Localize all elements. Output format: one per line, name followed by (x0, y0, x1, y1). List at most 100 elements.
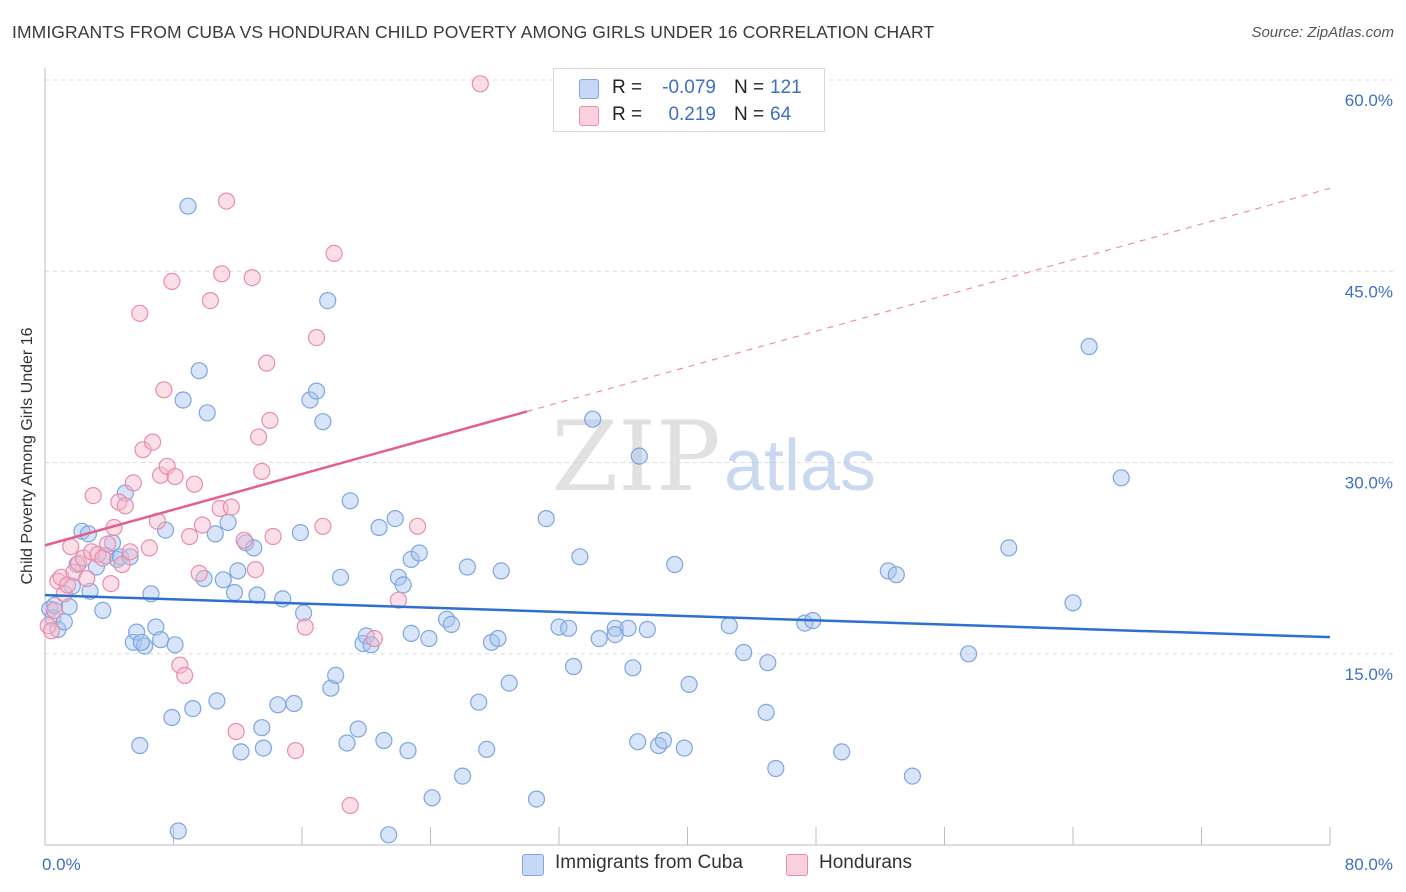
data-point (70, 554, 88, 572)
data-point (341, 796, 359, 815)
data-point (39, 617, 57, 635)
data-point (478, 740, 496, 759)
data-point (389, 591, 407, 609)
data-point (144, 433, 162, 451)
data-point (767, 759, 785, 778)
data-point (55, 585, 73, 603)
trend-line-cuba (44, 593, 1331, 639)
data-point (140, 539, 158, 557)
data-point (654, 731, 673, 750)
data-point (206, 525, 224, 543)
data-point (87, 558, 106, 576)
data-point (235, 531, 253, 549)
data-point (264, 527, 282, 546)
data-point (78, 569, 96, 588)
data-point (269, 696, 287, 714)
watermark: ZIP atlas (551, 401, 876, 513)
data-point (274, 590, 292, 608)
data-point (152, 631, 170, 649)
data-point (45, 596, 64, 614)
x-tick-labels: 0.0% 80.0% (42, 855, 1393, 874)
n-value-cuba: 121 (770, 77, 802, 98)
data-point (232, 743, 250, 761)
data-point (887, 566, 905, 584)
data-point (322, 679, 340, 697)
stats-row-hondurans: R = 0.219 N = 64 (554, 102, 824, 128)
data-point (489, 629, 507, 648)
stats-row-cuba: R = -0.079 N = 121 (554, 75, 824, 101)
data-point (217, 192, 236, 210)
data-point (307, 382, 326, 400)
data-point (208, 692, 226, 710)
data-point (166, 467, 184, 486)
data-point (1112, 469, 1130, 487)
data-point (629, 733, 647, 751)
data-point (649, 736, 668, 755)
data-point (254, 739, 272, 757)
data-point (171, 656, 189, 674)
r-label: R = (612, 104, 643, 125)
x-tick-label-max: 80.0% (1345, 855, 1393, 874)
data-point (879, 562, 897, 580)
data-point (319, 292, 337, 310)
data-point (45, 601, 64, 620)
watermark-zip: ZIP (551, 401, 720, 513)
data-point (296, 618, 314, 636)
data-point (402, 624, 420, 643)
data-point (314, 413, 332, 431)
data-point (291, 523, 309, 542)
data-point (174, 391, 192, 409)
data-point (131, 736, 149, 755)
legend-swatch-cuba (522, 854, 544, 876)
data-point (606, 625, 624, 644)
data-point (720, 617, 738, 635)
data-point (442, 615, 460, 634)
data-point (261, 411, 279, 429)
data-point (301, 391, 319, 409)
data-point (759, 654, 777, 672)
data-point (213, 265, 231, 283)
data-point (314, 517, 332, 535)
data-point (132, 633, 150, 651)
data-point (176, 666, 194, 685)
data-point (325, 244, 343, 262)
data-point (253, 719, 271, 737)
data-point (163, 272, 181, 290)
data-point (166, 636, 184, 654)
n-value-hondurans: 64 (770, 104, 792, 125)
x-tick-label-min: 0.0% (42, 855, 81, 874)
data-point (757, 703, 775, 722)
data-point (423, 789, 441, 807)
data-point (341, 492, 359, 510)
data-point (410, 544, 428, 562)
data-point (229, 562, 247, 580)
data-point (179, 197, 197, 215)
data-point (1000, 539, 1018, 557)
data-point (331, 568, 350, 586)
r-value-hondurans: 0.219 (668, 104, 716, 125)
data-point (98, 535, 117, 553)
axes (44, 68, 1331, 846)
data-point (62, 538, 80, 556)
data-point (735, 643, 753, 662)
series-hondurans (39, 75, 489, 815)
data-point (225, 583, 244, 602)
data-point (584, 410, 602, 428)
data-point (147, 618, 165, 636)
data-point (55, 613, 73, 631)
data-point (590, 629, 608, 648)
data-point (458, 558, 476, 576)
data-point (128, 623, 146, 641)
source-label: Source: ZipAtlas.com (1251, 24, 1394, 41)
data-point (571, 548, 589, 566)
data-point (193, 516, 211, 534)
data-point (492, 562, 510, 580)
data-point (42, 622, 61, 640)
data-point (903, 767, 922, 785)
data-point (198, 404, 216, 422)
legend-swatch-hondurans (786, 854, 808, 876)
data-point (338, 734, 356, 752)
n-label: N = (734, 77, 765, 98)
data-point (470, 693, 488, 711)
data-point (399, 741, 417, 760)
